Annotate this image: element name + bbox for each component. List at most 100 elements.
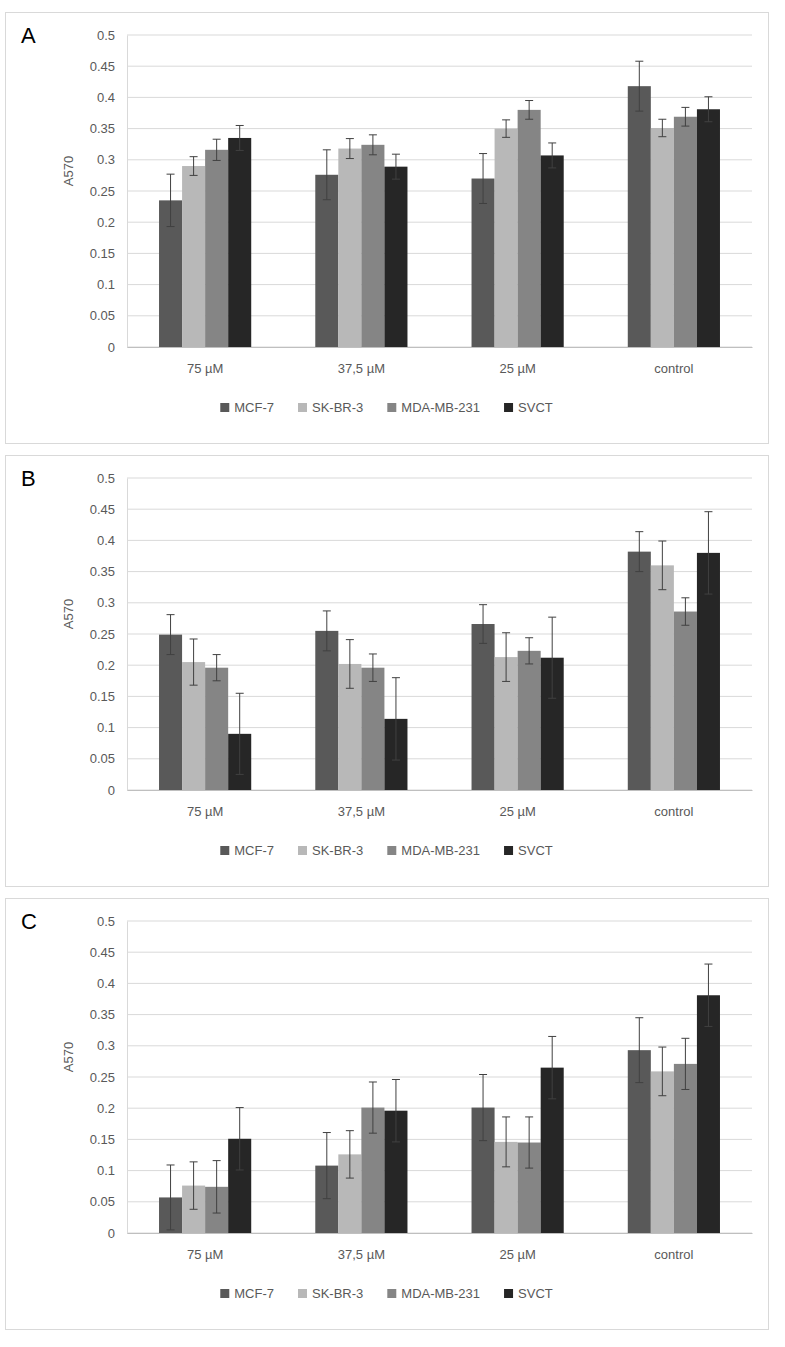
plot: 00.050.10.150.20.250.30.350.40.450.575 µ…	[90, 28, 753, 377]
error-cap	[525, 1116, 533, 1117]
legend-swatch	[504, 846, 513, 855]
y-tick: 0.25	[90, 627, 127, 642]
error-stem	[708, 964, 709, 1026]
error-stem	[193, 157, 194, 176]
panel: 00.050.10.150.20.250.30.350.40.450.575 µ…	[6, 13, 769, 444]
x-axis: 75 µM37,5 µM25 µMcontrol	[128, 1233, 753, 1262]
y-tick-label: 0.25	[90, 627, 115, 642]
y-tick-label: 0.35	[90, 564, 115, 579]
error-stem	[685, 1038, 686, 1089]
x-tick-label: 75 µM	[187, 804, 223, 819]
error-stem	[349, 1131, 350, 1178]
x-axis: 75 µM37,5 µM25 µMcontrol	[128, 790, 753, 819]
error-cap	[635, 531, 643, 532]
error-bar	[236, 125, 244, 150]
error-cap	[658, 119, 666, 120]
error-cap	[525, 637, 533, 638]
error-bar	[704, 964, 712, 1026]
error-cap	[548, 1098, 556, 1099]
panel: 00.050.10.150.20.250.30.350.40.450.575 µ…	[6, 899, 769, 1330]
y-tick: 0.4	[97, 976, 127, 991]
legend-swatch	[220, 1289, 229, 1298]
y-tick-label: 0	[108, 340, 115, 355]
legend-item: MDA-MB-231	[387, 1286, 480, 1301]
error-cap	[167, 654, 175, 655]
y-tick: 0.05	[90, 308, 127, 323]
y-tick-label: 0.45	[90, 502, 115, 517]
y-axis: 00.050.10.150.20.250.30.350.40.450.5	[90, 914, 128, 1241]
x-tick-label: control	[654, 1247, 693, 1262]
y-tick: 0.35	[90, 564, 127, 579]
series	[228, 964, 720, 1233]
legend-swatch	[387, 403, 396, 412]
error-cap	[502, 137, 510, 138]
error-cap	[190, 638, 198, 639]
x-tick: 75 µM	[187, 347, 223, 376]
y-tick-label: 0	[108, 783, 115, 798]
error-cap	[323, 149, 331, 150]
error-stem	[170, 174, 171, 226]
error-stem	[639, 1018, 640, 1083]
error-cap	[704, 594, 712, 595]
legend-label: SK-BR-3	[312, 843, 363, 858]
error-bar	[392, 154, 400, 179]
legend-label: MCF-7	[234, 400, 274, 415]
error-cap	[213, 1160, 221, 1161]
x-tick: control	[654, 790, 693, 819]
x-tick: 75 µM	[187, 1233, 223, 1262]
series	[228, 97, 720, 347]
error-cap	[635, 1082, 643, 1083]
y-tick-label: 0.25	[90, 1070, 115, 1085]
error-cap	[392, 1079, 400, 1080]
bar	[628, 86, 651, 347]
error-cap	[658, 1095, 666, 1096]
error-cap	[369, 681, 377, 682]
legend-label: MDA-MB-231	[401, 400, 480, 415]
legend-item: MCF-7	[220, 1286, 274, 1301]
x-tick-label: control	[654, 361, 693, 376]
error-bar	[167, 174, 175, 226]
error-cap	[479, 1140, 487, 1141]
error-bar	[236, 1108, 244, 1170]
y-tick: 0.3	[97, 1038, 127, 1053]
error-cap	[369, 134, 377, 135]
error-cap	[525, 1168, 533, 1169]
error-stem	[662, 541, 663, 590]
error-bar	[346, 640, 354, 689]
panel-frame	[6, 456, 769, 887]
legend-swatch	[504, 403, 513, 412]
y-axis-title: A570	[61, 1042, 76, 1072]
error-cap	[213, 160, 221, 161]
error-bar	[323, 150, 331, 200]
bar	[541, 155, 564, 347]
error-cap	[323, 199, 331, 200]
error-stem	[506, 120, 507, 137]
error-cap	[236, 693, 244, 694]
y-tick: 0.3	[97, 595, 127, 610]
x-tick-label: 25 µM	[499, 361, 535, 376]
y-tick: 0	[108, 1226, 127, 1241]
error-stem	[326, 1133, 327, 1199]
error-stem	[395, 678, 396, 760]
error-cap	[502, 1166, 510, 1167]
y-tick: 0	[108, 783, 127, 798]
error-stem	[529, 638, 530, 664]
bars	[159, 512, 720, 790]
bar	[651, 128, 674, 347]
y-tick-label: 0.4	[97, 90, 115, 105]
error-cap	[392, 154, 400, 155]
bar	[338, 149, 361, 347]
y-tick-label: 0.5	[97, 28, 115, 43]
error-cap	[236, 150, 244, 151]
error-cap	[525, 119, 533, 120]
error-bar	[236, 693, 244, 774]
legend-label: SK-BR-3	[312, 1286, 363, 1301]
bar	[205, 150, 228, 347]
error-bar	[346, 139, 354, 159]
error-cap	[681, 1089, 689, 1090]
legend-swatch	[220, 403, 229, 412]
y-tick: 0.3	[97, 152, 127, 167]
error-cap	[681, 625, 689, 626]
grid-line	[127, 66, 752, 67]
bar	[674, 1064, 697, 1233]
